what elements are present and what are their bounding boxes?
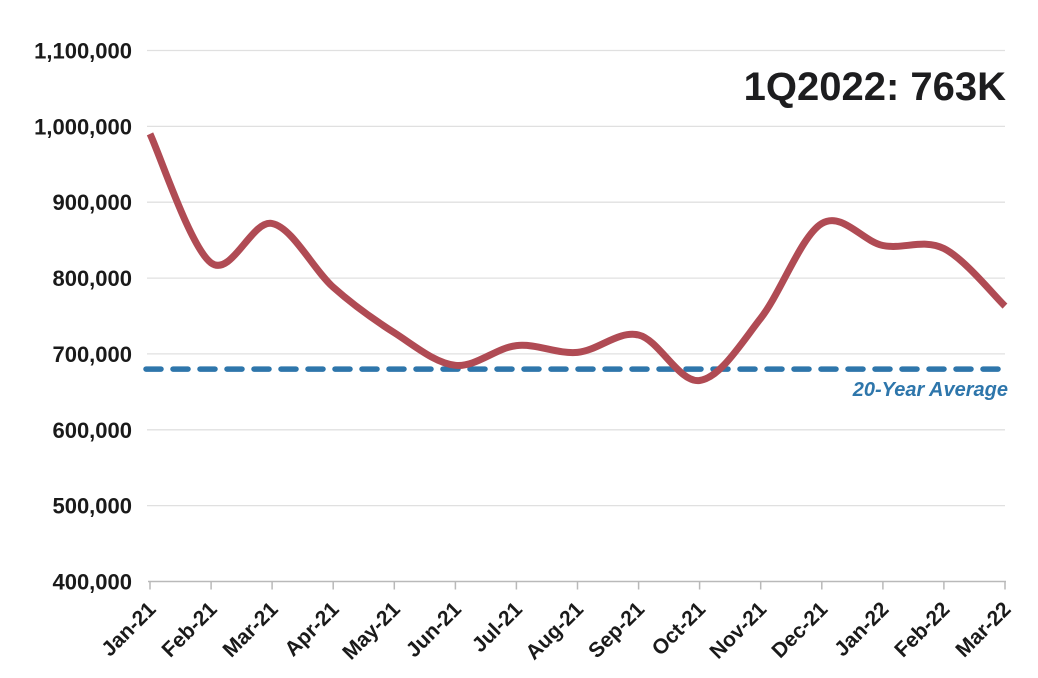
average-line-label: 20-Year Average [852, 379, 1008, 401]
x-axis-tick-label: Apr-21 [280, 598, 344, 662]
y-axis-tick-label: 1,000,000 [34, 114, 132, 139]
x-axis [148, 580, 1006, 590]
x-axis-tick-label: Jan-21 [97, 598, 161, 662]
x-axis-tick-label: Jan-22 [830, 598, 893, 661]
gridlines [147, 49, 1005, 507]
y-axis-tick-label: 800,000 [52, 266, 132, 291]
y-axis-tick-label: 700,000 [52, 342, 132, 367]
x-axis-tick-label: Oct-21 [648, 598, 711, 661]
x-axis-tick-label: Feb-21 [158, 598, 222, 662]
x-axis-tick-label: Mar-22 [951, 598, 1015, 662]
y-axis-tick-label: 1,100,000 [34, 39, 132, 64]
x-axis-tick-label: Dec-21 [767, 598, 832, 663]
annotation-title: 1Q2022: 763K [744, 65, 1007, 109]
y-axis-tick-label: 900,000 [52, 190, 132, 215]
y-axis-tick-label: 400,000 [52, 570, 132, 595]
x-axis-tick-label: Jul-21 [468, 598, 527, 657]
x-axis-tick-label: Nov-21 [705, 598, 771, 664]
x-axis-tick-label: Jun-21 [402, 598, 466, 662]
y-axis-tick-label: 500,000 [52, 494, 132, 519]
x-axis-tick-label: Feb-22 [890, 598, 954, 662]
x-axis-tick-label: Mar-21 [218, 598, 282, 662]
y-axis-tick-label: 600,000 [52, 418, 132, 443]
y-axis-labels: 400,000 500,000 600,000 700,000 800,000 900,0… [34, 39, 132, 595]
data-series-line [146, 132, 1008, 384]
x-axis-tick-label: Sep-21 [584, 598, 649, 663]
x-axis-tick-label: May-21 [338, 598, 405, 665]
x-axis-tick-label: Aug-21 [521, 598, 588, 665]
